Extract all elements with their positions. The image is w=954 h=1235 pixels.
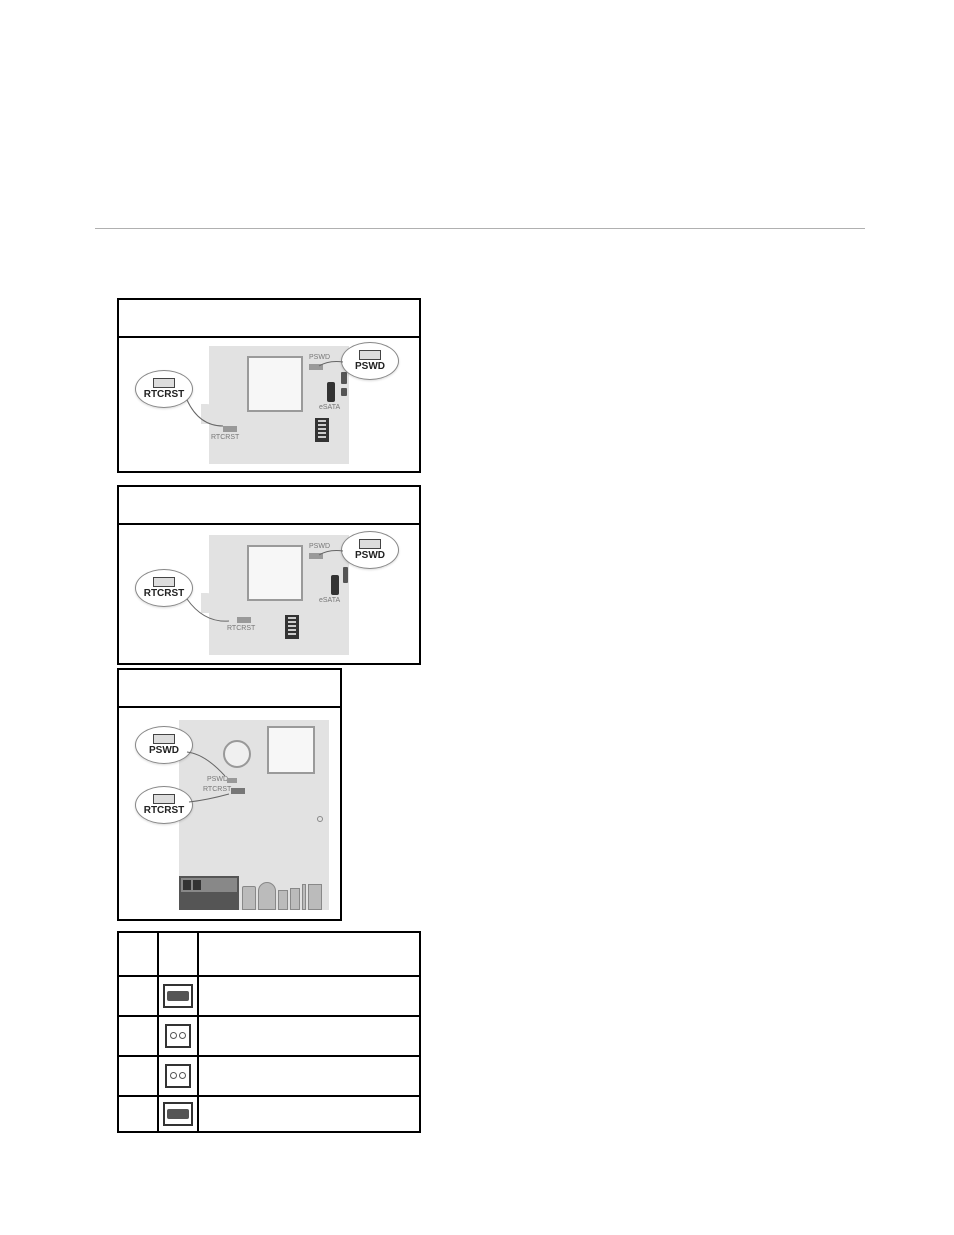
rtcrst-leader [179,396,229,436]
table-cell [158,1056,198,1096]
bottom-connector-block [179,876,239,910]
diagram-panel-sff: PSWD RTCRST PSWD RTCRST [117,668,342,921]
table-row [118,1096,420,1132]
table-cell [118,1056,158,1096]
side-conn-1 [343,567,348,583]
rtcrst-leader [183,790,233,810]
jumper-icon [153,577,175,587]
jumper-settings-table [117,931,421,1133]
jumper-icon [153,794,175,804]
table-row [118,932,420,976]
table-cell [118,1096,158,1132]
port [258,882,276,910]
dip-switch [285,615,299,639]
rtcrst-leader [179,595,234,635]
rear-ports [241,882,323,910]
jumper-off-icon [165,1064,191,1088]
table-cell [158,1016,198,1056]
rtcrst-jumper-board [231,788,245,794]
chip-icon [247,356,303,412]
screw-hole [317,816,323,822]
table-row [118,1056,420,1096]
table-cell [158,932,198,976]
table-row [118,976,420,1016]
table-cell [198,1056,420,1096]
table-cell [118,932,158,976]
side-conn-2 [341,388,347,396]
panel-header [119,670,340,708]
panel-header [119,300,419,338]
diagram-panel-desktop: PSWD eSATA RTCRST RTCRST PSWD [117,485,421,665]
pswd-label: PSWD [355,550,385,561]
jumper-icon [153,734,175,744]
jumper-off-icon [165,1024,191,1048]
pswd-label: PSWD [149,745,179,756]
rtcrst-label: RTCRST [144,805,185,816]
port [308,884,322,910]
table-cell [118,1016,158,1056]
divider-line [95,228,865,229]
rtcrst-jumper-board [237,617,251,623]
jumper-on-icon [163,984,193,1008]
esata-port [331,575,339,595]
panel-header [119,487,419,525]
table-cell [198,1096,420,1132]
jumper-icon [359,539,381,549]
table-cell [158,1096,198,1132]
table-cell [198,976,420,1016]
jumper-icon [359,350,381,360]
jumper-icon [153,378,175,388]
pswd-leader [317,356,347,376]
port [242,886,256,910]
port [278,890,288,910]
chip-icon [267,726,315,774]
pswd-callout: PSWD [341,342,399,380]
port [290,888,300,910]
chip-icon [247,545,303,601]
esata-label: eSATA [319,404,340,411]
table-cell [118,976,158,1016]
pswd-leader [181,748,231,783]
jumper-on-icon [163,1102,193,1126]
diagram-panel-minitower: PSWD eSATA RTCRST RTCRST PSWD [117,298,421,473]
port [302,884,306,910]
table-row [118,1016,420,1056]
dip-switch [315,418,329,442]
pswd-leader [317,545,347,565]
esata-label: eSATA [319,597,340,604]
table-cell [198,1016,420,1056]
pswd-label: PSWD [355,361,385,372]
pswd-callout: PSWD [341,531,399,569]
table-cell [198,932,420,976]
table-cell [158,976,198,1016]
esata-port [327,382,335,402]
